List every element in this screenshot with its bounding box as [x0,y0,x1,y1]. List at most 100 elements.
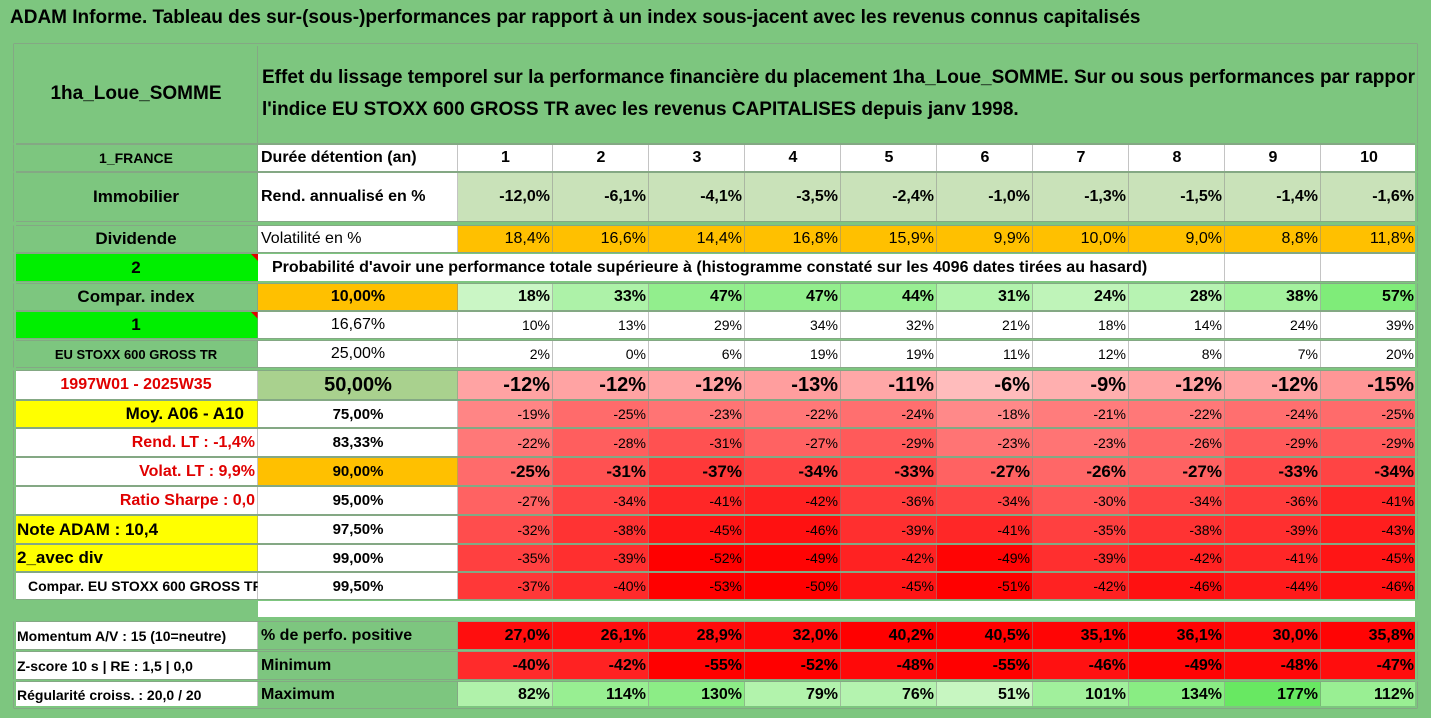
quantile-cell: -12% [553,371,649,399]
left-label-compar_index_long: Compar. EU STOXX 600 GROSS TR [14,573,258,599]
quantile-cell: -27% [1129,458,1225,485]
rend-cell: -1,5% [1129,173,1225,221]
probability-cell: 32% [841,312,937,338]
left-label-sharpe: Ratio Sharpe : 0,0 [14,487,258,514]
quantile-cell: -42% [841,545,937,571]
description-line: Effet du lissage temporel sur la perform… [262,66,1417,88]
left-label-one: 1 [14,312,258,338]
quantile-cell: -24% [1225,401,1321,427]
left-label-note: Note ADAM : 10,4 [14,516,258,543]
description: Effet du lissage temporel sur la perform… [258,44,1417,143]
probability-cell: 31% [937,284,1033,310]
probability-cell: 11% [937,341,1033,367]
vol-cell: 15,9% [841,226,937,252]
quantile-cell: -30% [1033,487,1129,514]
probability-cell: 14% [1129,312,1225,338]
bottom-cell: 35,8% [1321,622,1417,649]
empty-cell [1225,254,1321,281]
vol-cell: 8,8% [1225,226,1321,252]
quantile-cell: -39% [1225,516,1321,543]
left-label-two: 2 [14,254,258,281]
left-label-avec_div: 2_avec div [14,545,258,571]
quantile-cell: -12% [1225,371,1321,399]
threshold-pct: 25,00% [258,341,458,367]
quantile-cell: -45% [841,573,937,599]
quantile-cell: -52% [649,545,745,571]
bottom-cell: 30,0% [1225,622,1321,649]
probability-cell: 19% [841,341,937,367]
quantile-cell: -45% [649,516,745,543]
left-label-moy: Moy. A06 - A10 [14,401,258,427]
bottom-cell: -47% [1321,652,1417,679]
quantile-cell: -22% [745,401,841,427]
probability-cell: 21% [937,312,1033,338]
quantile-cell: -33% [1225,458,1321,485]
quantile-cell: -19% [458,401,553,427]
rend-cell: -1,6% [1321,173,1417,221]
quantile-cell: -13% [745,371,841,399]
left-label-country: 1_FRANCE [14,145,258,171]
quantile-cell: -49% [937,545,1033,571]
quantile-cell: -46% [1321,573,1417,599]
quantile-cell: -38% [553,516,649,543]
quantile-cell: -29% [841,429,937,456]
bottom-cell: 51% [937,682,1033,708]
probability-cell: 10% [458,312,553,338]
quantile-cell: -36% [1225,487,1321,514]
rend-cell: -1,3% [1033,173,1129,221]
quantile-cell: -35% [458,545,553,571]
quantile-cell: -44% [1225,573,1321,599]
probability-cell: 7% [1225,341,1321,367]
left-label-index_name: EU STOXX 600 GROSS TR [14,341,258,367]
bottom-cell: -42% [553,652,649,679]
rend-cell: -3,5% [745,173,841,221]
quantile-cell: -40% [553,573,649,599]
bottom-row-label: Minimum [258,652,458,679]
quantile-cell: -11% [841,371,937,399]
quantile-cell: -28% [553,429,649,456]
quantile-cell: -23% [937,429,1033,456]
quantile-cell: -38% [1129,516,1225,543]
probability-cell: 12% [1033,341,1129,367]
quantile-cell: -41% [649,487,745,514]
quantile-cell: -23% [649,401,745,427]
quantile-cell: -29% [1321,429,1417,456]
probability-cell: 47% [745,284,841,310]
probability-header: Probabilité d'avoir une performance tota… [258,254,1225,281]
probability-cell: 47% [649,284,745,310]
description-line: l'indice EU STOXX 600 GROSS TR avec les … [262,98,1019,120]
quantile-cell: -33% [841,458,937,485]
probability-cell: 24% [1225,312,1321,338]
probability-cell: 18% [1033,312,1129,338]
quantile-pct: 90,00% [258,458,458,485]
year-header: 5 [841,145,937,171]
quantile-cell: -35% [1033,516,1129,543]
left-label-period: 1997W01 - 2025W35 [14,371,258,399]
vol-cell: 16,8% [745,226,841,252]
probability-cell: 39% [1321,312,1417,338]
quantile-pct: 97,50% [258,516,458,543]
left-label-rend_lt: Rend. LT : -1,4% [14,429,258,456]
vol-cell: 14,4% [649,226,745,252]
rend-cell: -4,1% [649,173,745,221]
probability-cell: 19% [745,341,841,367]
probability-cell: 24% [1033,284,1129,310]
vol-cell: 11,8% [1321,226,1417,252]
vol-cell: 10,0% [1033,226,1129,252]
bottom-cell: 32,0% [745,622,841,649]
probability-cell: 28% [1129,284,1225,310]
quantile-cell: -36% [841,487,937,514]
bottom-cell: -46% [1033,652,1129,679]
quantile-pct: 95,00% [258,487,458,514]
quantile-cell: -34% [937,487,1033,514]
duration-label: Durée détention (an) [258,145,458,171]
bottom-cell: 114% [553,682,649,708]
quantile-cell: -51% [937,573,1033,599]
bottom-cell: 112% [1321,682,1417,708]
probability-cell: 20% [1321,341,1417,367]
bottom-cell: -52% [745,652,841,679]
bottom-cell: 27,0% [458,622,553,649]
left-label-asset_class: Immobilier [14,173,258,221]
bottom-cell: 35,1% [1033,622,1129,649]
quantile-cell: -18% [937,401,1033,427]
